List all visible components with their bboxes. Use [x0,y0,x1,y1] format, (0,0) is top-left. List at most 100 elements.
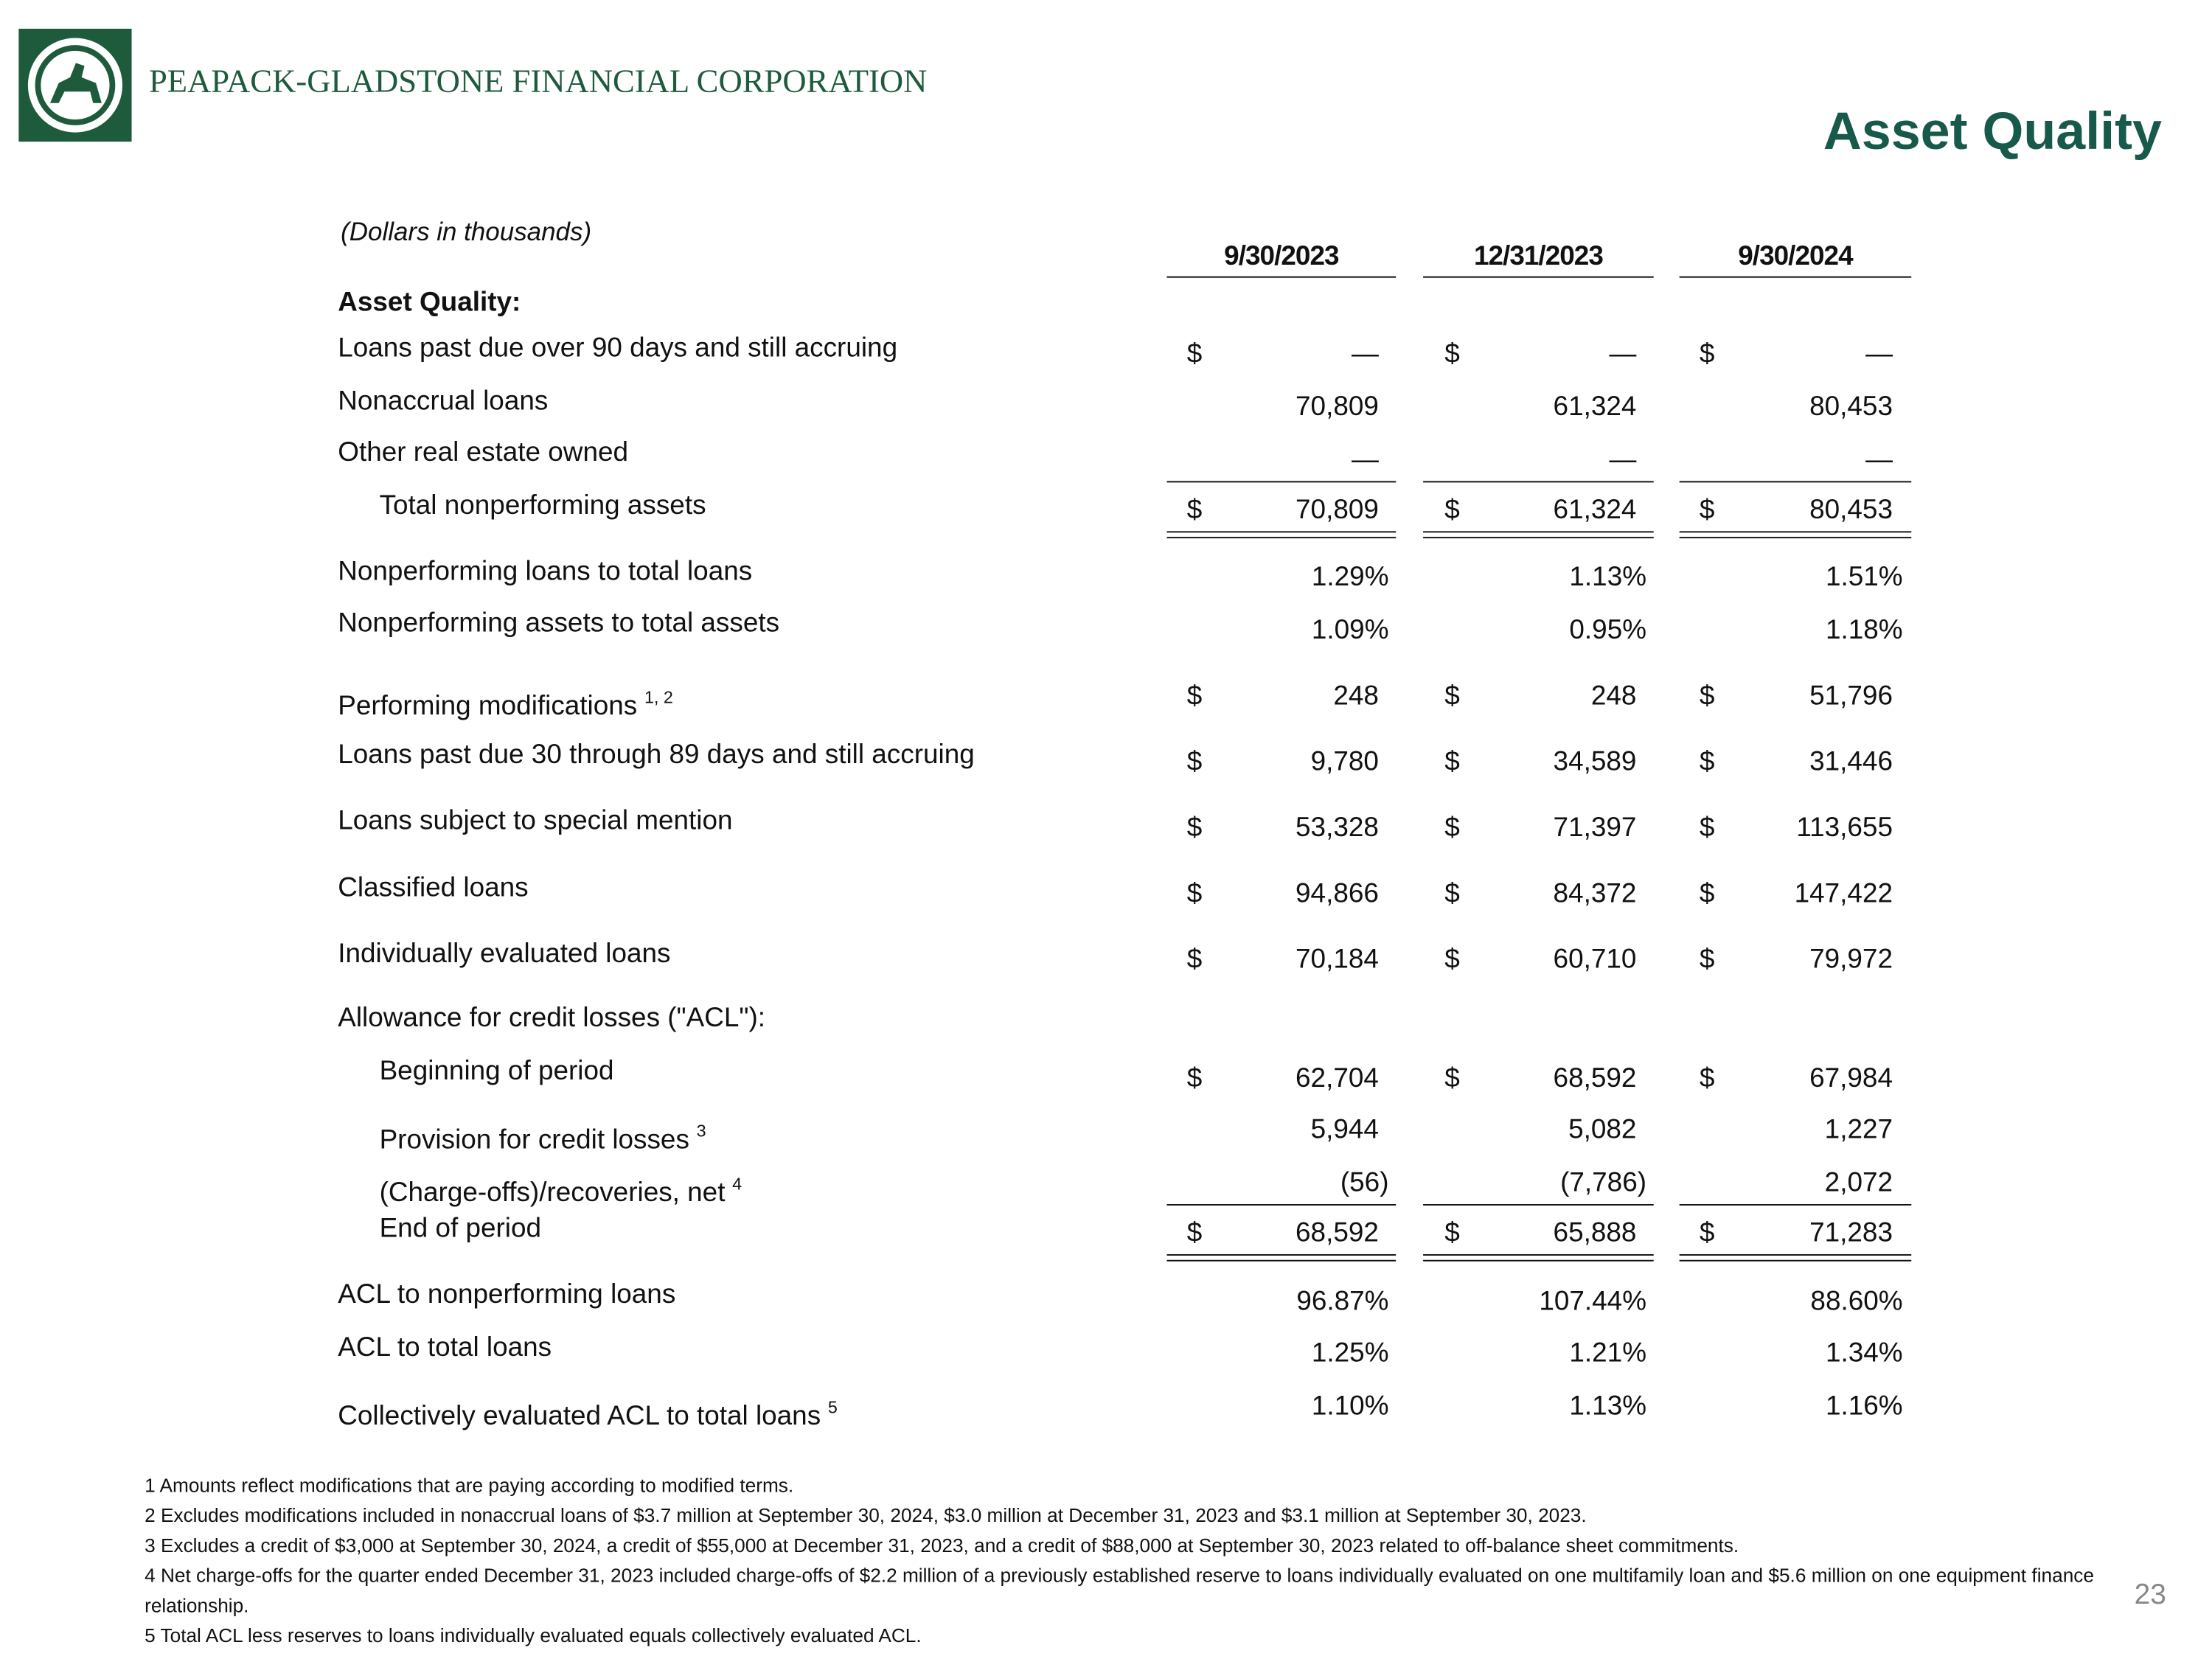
currency-symbol: $ [1444,945,1460,975]
column-header: 12/31/2023 [1473,242,1604,272]
cell-value: — [1352,339,1379,369]
currency-symbol: $ [1699,681,1715,712]
label-text: Asset Quality: [338,288,521,319]
single-rule [1423,481,1654,483]
currency-symbol: $ [1186,813,1203,844]
cell-value: 96.87% [1296,1287,1389,1318]
currency-symbol: $ [1186,747,1203,778]
column-header: 9/30/2023 [1224,242,1339,272]
cell-value: 71,397 [1553,813,1637,844]
cell-value: 70,809 [1295,495,1379,526]
cell-value: 61,324 [1553,495,1637,526]
double-rule [1679,531,1912,533]
cell-value: 248 [1590,681,1637,712]
footnote-ref: 5 [827,1397,838,1418]
row-label: Loans subject to special mention [338,804,732,839]
logo [18,28,132,142]
row-label: ACL to total loans [338,1332,552,1366]
cell-value: 34,589 [1553,747,1637,778]
row-label: Other real estate owned [338,437,628,471]
double-rule [1679,1259,1912,1262]
currency-symbol: $ [1444,1063,1460,1094]
label-text: Total nonperforming assets [379,491,706,521]
row-label: Asset Quality: [338,286,521,321]
row-label: (Charge-offs)/recoveries, net 4 [380,1167,742,1211]
currency-symbol: $ [1186,681,1203,712]
currency-symbol: $ [1444,879,1460,910]
cell-value: 62,704 [1295,1063,1379,1094]
label-text: Provision for credit losses [379,1125,689,1155]
cell-value: 5,944 [1310,1115,1379,1146]
cell-value: 1.13% [1569,1391,1647,1422]
row-label: Loans past due 30 through 89 days and st… [338,739,975,773]
label-text: (Charge-offs)/recoveries, net [379,1178,726,1208]
label-text: End of period [379,1214,542,1245]
row-label: Provision for credit losses 3 [380,1114,706,1158]
label-text: Individually evaluated loans [338,939,671,970]
cell-value: 84,372 [1553,879,1637,910]
cell-value: 1.34% [1825,1338,1903,1369]
cell-value: 1.10% [1311,1391,1389,1422]
cell-value: 1.51% [1825,563,1903,593]
currency-symbol: $ [1186,1063,1203,1094]
cell-value: (7,786) [1560,1168,1647,1199]
cell-value: 5,082 [1568,1115,1637,1146]
cell-value: 248 [1333,681,1379,712]
footnote-ref: 4 [732,1174,742,1194]
cell-value: (56) [1340,1168,1389,1199]
row-label: Nonaccrual loans [338,385,548,420]
currency-symbol: $ [1699,813,1715,844]
currency-symbol: $ [1186,1218,1203,1249]
cell-value: 94,866 [1295,879,1379,910]
cell-value: 68,592 [1553,1063,1637,1094]
label-text: Loans past due over 90 days and still ac… [338,333,898,364]
label-text: Collectively evaluated ACL to total loan… [338,1401,821,1432]
cell-value: 80,453 [1809,392,1893,422]
footnote-ref: 3 [696,1121,706,1141]
currency-symbol: $ [1699,339,1715,369]
row-label: Allowance for credit losses ("ACL"): [338,1002,765,1037]
double-rule [1166,531,1397,533]
cell-value: 60,710 [1553,945,1637,975]
currency-symbol: $ [1444,747,1460,778]
cell-value: 61,324 [1553,392,1637,422]
header-rule [1423,276,1654,278]
single-rule [1679,481,1912,483]
label-text: ACL to total loans [338,1332,552,1363]
column-header: 9/30/2024 [1738,242,1853,272]
label-text: Allowance for credit losses ("ACL"): [338,1004,766,1034]
currency-symbol: $ [1186,879,1203,910]
cell-value: 1.29% [1311,563,1389,593]
cell-value: — [1352,445,1379,476]
cell-value: 70,809 [1295,392,1379,422]
cell-value: 79,972 [1809,945,1893,975]
row-label: Nonperforming assets to total assets [338,607,779,641]
cell-value: 147,422 [1794,879,1893,910]
cell-value: — [1865,445,1893,476]
cell-value: 88.60% [1810,1287,1903,1318]
cell-value: 1.13% [1569,563,1647,593]
cell-value: 53,328 [1295,813,1379,844]
unit-note: (Dollars in thousands) [341,218,592,246]
row-label: Nonperforming loans to total loans [338,555,752,590]
cell-value: 68,592 [1295,1218,1379,1249]
currency-symbol: $ [1699,747,1715,778]
row-label: Classified loans [338,872,528,907]
cell-value: 9,780 [1310,747,1379,778]
label-text: Classified loans [338,873,529,904]
cell-value: 1.21% [1569,1338,1647,1369]
currency-symbol: $ [1444,681,1460,712]
slide-title: Asset Quality [1823,101,2163,161]
cell-value: 0.95% [1569,615,1647,646]
currency-symbol: $ [1444,1218,1460,1249]
label-text: Nonperforming loans to total loans [338,557,753,588]
single-rule [1166,481,1397,483]
cell-value: 1.09% [1311,615,1389,646]
double-rule [1423,1253,1654,1256]
row-label: Loans past due over 90 days and still ac… [338,332,897,366]
label-text: Nonaccrual loans [338,386,549,417]
single-rule [1423,1204,1654,1206]
cell-value: 1,227 [1824,1115,1893,1146]
cell-value: 1.25% [1311,1338,1389,1369]
